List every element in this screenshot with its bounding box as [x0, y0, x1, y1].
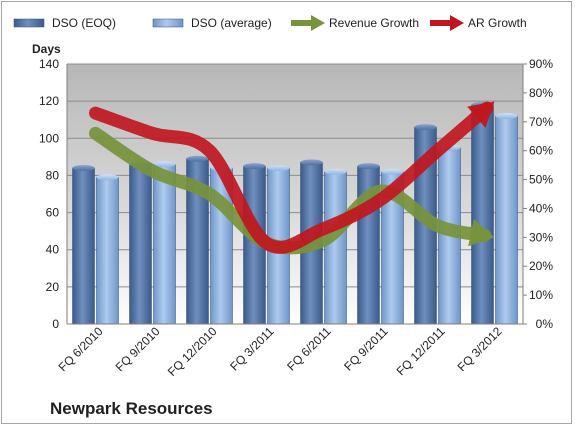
bar-top-dso-average [324, 168, 347, 175]
bar-dso-average [153, 164, 176, 325]
legend-label-ar-growth: AR Growth [468, 16, 527, 30]
bar-top-dso-eoq [72, 165, 95, 171]
bars-layer [72, 101, 518, 325]
bar-top-dso-average [495, 113, 518, 119]
bar-top-dso-eoq [414, 124, 437, 131]
lines-layer [89, 101, 495, 255]
y-right-tick-label: 0% [536, 317, 554, 331]
x-tick-label: FQ 12/2011 [394, 324, 448, 378]
line-ar-growth [89, 101, 494, 254]
x-tick-label: FQ 3/2011 [227, 324, 277, 374]
legend-arrow-revenue-growth [311, 15, 325, 31]
bar-top-dso-eoq [186, 155, 209, 162]
x-tick-label: FQ 9/2011 [341, 324, 391, 374]
bar-dso-eoq [471, 104, 494, 325]
x-tick-label: FQ 12/2010 [165, 324, 220, 379]
bar-dso-average [495, 115, 518, 325]
x-tick-label: FQ 9/2010 [113, 324, 163, 374]
y-left-tick-label: 0 [52, 317, 59, 331]
y-right-tick-label: 20% [529, 259, 553, 273]
chart-title: Newpark Resources [50, 399, 213, 418]
y-left-tick-label: 140 [39, 57, 59, 71]
bar-top-dso-average [96, 174, 119, 181]
y-right-tick-label: 60% [529, 144, 553, 158]
bar-top-dso-average [381, 168, 404, 175]
legend-swatch-dso-average- [152, 18, 184, 28]
bar-dso-eoq [129, 164, 152, 325]
bar-top-dso-eoq [357, 163, 380, 170]
y-left-tick-label: 40 [46, 243, 60, 257]
bar-dso-average [96, 177, 119, 325]
y-right-tick-label: 90% [529, 57, 553, 71]
y-left-tick-label: 80 [46, 168, 60, 182]
y-right-tick-label: 30% [529, 230, 553, 244]
y-left-tick-label: 120 [39, 94, 59, 108]
legend-swatch-dso-eoq- [13, 18, 45, 28]
y-left-tick-label: 60 [46, 206, 60, 220]
x-tick-label: FQ 3/2012 [455, 324, 505, 374]
y-axis-left-label: Days [32, 42, 61, 56]
arrowhead-revenue-growth [468, 218, 495, 247]
y-right-tick-label: 10% [529, 288, 553, 302]
bar-dso-average [324, 171, 347, 325]
bar-top-dso-average [153, 161, 176, 168]
legend-label-dso-average-: DSO (average) [191, 16, 272, 30]
arrowhead-ar-growth [467, 101, 495, 128]
legend-label-dso-eoq-: DSO (EOQ) [52, 16, 116, 30]
x-tick-label: FQ 6/2010 [56, 324, 106, 374]
y-right-tick-label: 50% [529, 173, 553, 187]
legend-arrow-ar-growth [450, 15, 464, 31]
legend-layer: DSO (EOQ) DSO (average) Revenue Growth AR G… [13, 15, 527, 31]
y-left-tick-label: 20 [46, 280, 60, 294]
y-right-tick-label: 70% [529, 115, 553, 129]
y-right-tick-label: 80% [529, 86, 553, 100]
bar-dso-eoq [72, 167, 95, 325]
bar-top-dso-eoq [300, 159, 323, 166]
legend-label-revenue-growth: Revenue Growth [329, 16, 419, 30]
y-right-tick-label: 40% [529, 201, 553, 215]
bar-top-dso-eoq [243, 163, 266, 170]
y-left-tick-label: 100 [39, 131, 59, 145]
x-tick-label: FQ 6/2011 [284, 324, 334, 374]
bar-top-dso-average [267, 165, 290, 171]
